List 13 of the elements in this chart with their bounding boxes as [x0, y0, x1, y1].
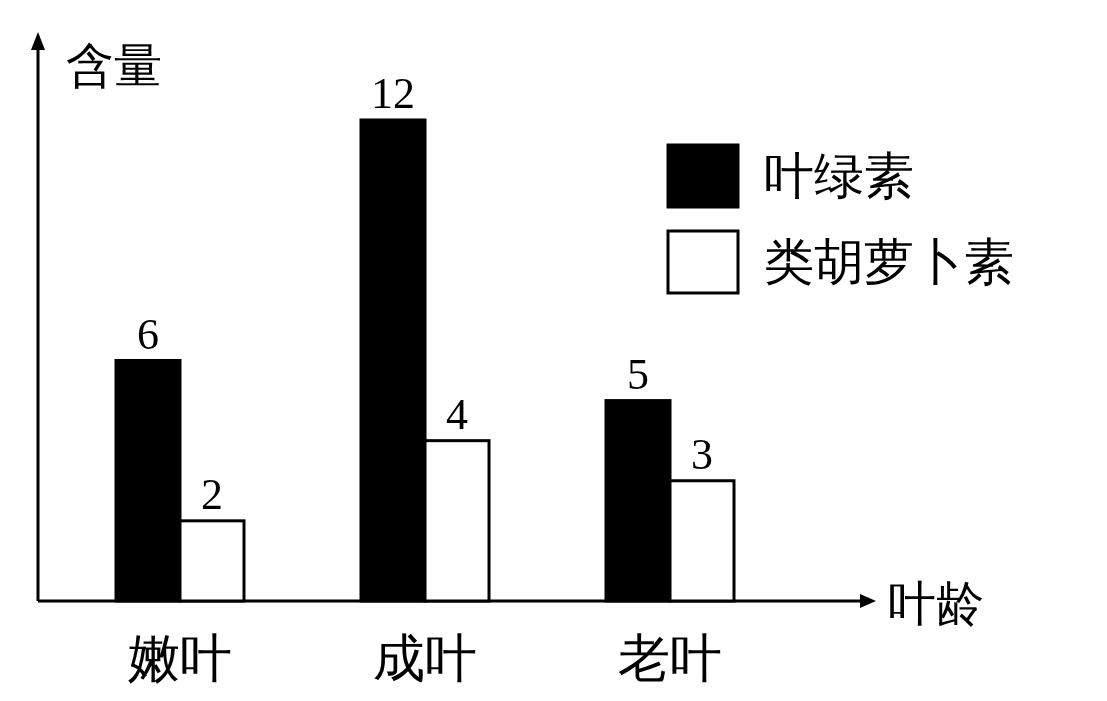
legend-label: 叶绿素	[764, 148, 914, 204]
data-label: 5	[627, 349, 649, 399]
legend-label: 类胡萝卜素	[764, 234, 1014, 290]
data-label: 2	[201, 469, 223, 519]
category: 嫩叶	[128, 630, 232, 687]
ylabel: 含量	[66, 39, 162, 92]
data-label: 3	[691, 429, 713, 479]
category: 老叶	[618, 630, 722, 687]
data-label: 12	[371, 69, 415, 118]
data-label: 6	[137, 309, 159, 359]
xlabel: 叶龄	[888, 577, 984, 630]
category: 成叶	[373, 630, 477, 687]
data-label: 4	[446, 389, 468, 439]
